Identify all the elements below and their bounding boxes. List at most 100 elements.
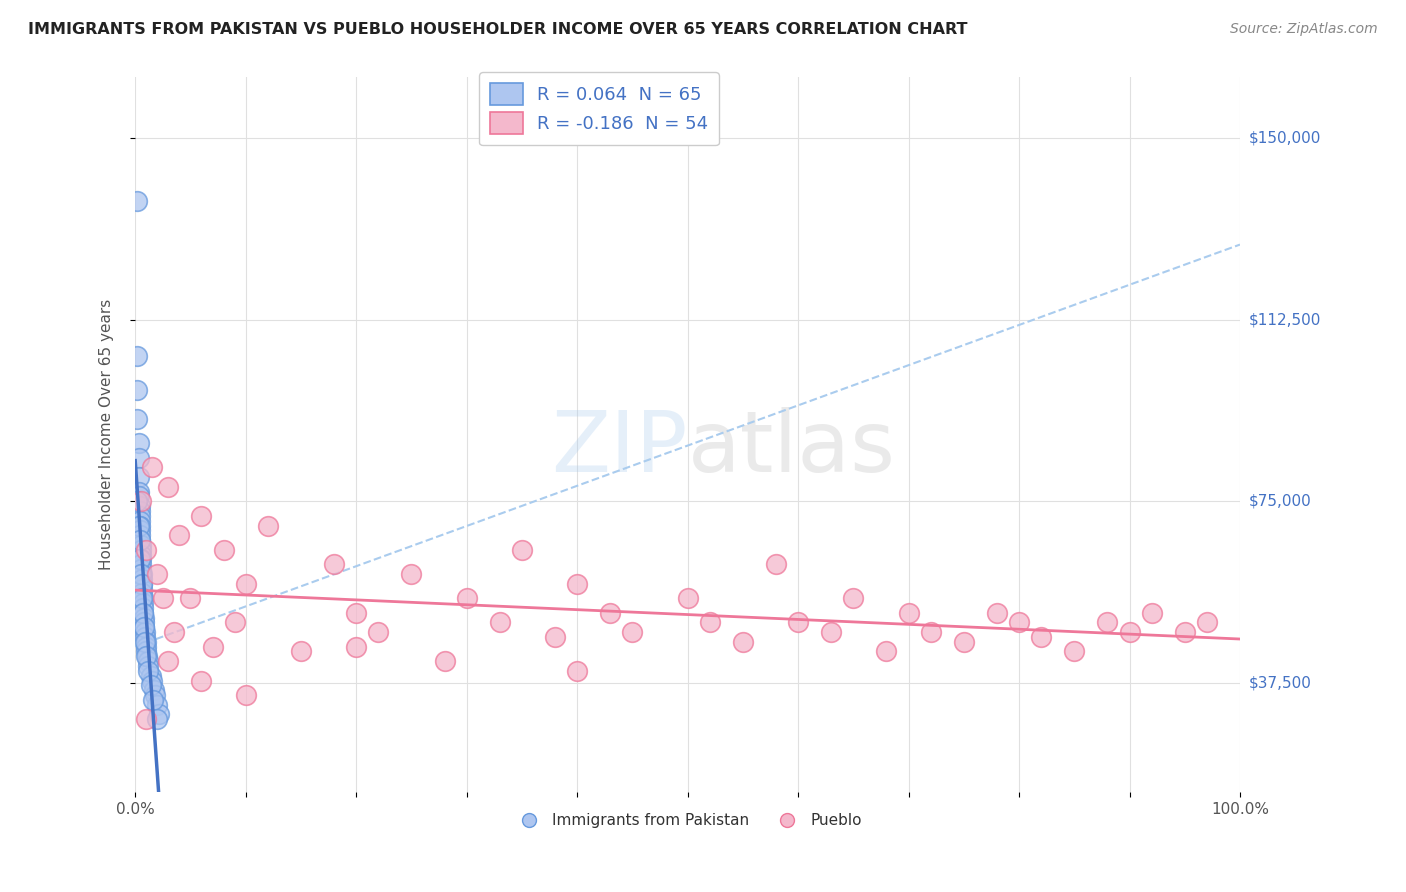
Point	[323, 558, 346, 572]
Point	[128, 533, 150, 547]
Text: $112,500: $112,500	[1249, 312, 1320, 327]
Point	[212, 542, 235, 557]
Point	[565, 576, 588, 591]
Point	[132, 620, 155, 634]
Point	[897, 606, 920, 620]
Point	[128, 518, 150, 533]
Text: IMMIGRANTS FROM PAKISTAN VS PUEBLO HOUSEHOLDER INCOME OVER 65 YEARS CORRELATION : IMMIGRANTS FROM PAKISTAN VS PUEBLO HOUSE…	[28, 22, 967, 37]
Point	[456, 591, 478, 606]
Point	[146, 698, 169, 712]
Point	[132, 600, 155, 615]
Point	[146, 712, 169, 726]
Point	[1174, 625, 1197, 640]
Point	[139, 678, 162, 692]
Point	[132, 620, 155, 634]
Point	[190, 673, 212, 688]
Point	[820, 625, 842, 640]
Point	[157, 480, 180, 494]
Point	[765, 558, 787, 572]
Point	[190, 508, 212, 523]
Point	[128, 436, 150, 450]
Point	[128, 499, 150, 513]
Point	[731, 634, 754, 648]
Point	[131, 566, 153, 581]
Point	[143, 683, 166, 698]
Point	[128, 484, 150, 499]
Point	[136, 649, 159, 664]
Point	[135, 542, 157, 557]
Point	[132, 596, 155, 610]
Point	[201, 640, 224, 654]
Point	[128, 514, 150, 528]
Point	[138, 654, 160, 668]
Point	[599, 606, 621, 620]
Point	[157, 654, 180, 668]
Point	[143, 688, 166, 702]
Point	[510, 542, 533, 557]
Point	[132, 606, 155, 620]
Point	[132, 591, 155, 606]
Point	[127, 383, 149, 397]
Point	[131, 576, 153, 591]
Point	[132, 615, 155, 630]
Point	[134, 625, 156, 640]
Point	[224, 615, 246, 630]
Point	[433, 654, 456, 668]
Point	[129, 538, 152, 552]
Point	[129, 558, 152, 572]
Point	[135, 644, 157, 658]
Point	[875, 644, 897, 658]
Point	[256, 518, 278, 533]
Y-axis label: Householder Income Over 65 years: Householder Income Over 65 years	[100, 299, 114, 570]
Point	[952, 634, 974, 648]
Point	[135, 649, 157, 664]
Point	[235, 576, 257, 591]
Point	[290, 644, 312, 658]
Point	[132, 610, 155, 624]
Point	[135, 640, 157, 654]
Point	[179, 591, 201, 606]
Point	[544, 630, 567, 644]
Point	[127, 494, 149, 508]
Point	[138, 664, 160, 678]
Point	[565, 664, 588, 678]
Point	[134, 630, 156, 644]
Text: atlas: atlas	[688, 408, 896, 491]
Text: ZIP: ZIP	[551, 408, 688, 491]
Point	[128, 524, 150, 538]
Point	[367, 625, 389, 640]
Point	[401, 566, 423, 581]
Point	[138, 659, 160, 673]
Point	[128, 552, 150, 566]
Point	[131, 576, 153, 591]
Point	[142, 693, 165, 707]
Point	[1063, 644, 1085, 658]
Point	[141, 460, 163, 475]
Point	[676, 591, 699, 606]
Point	[128, 533, 150, 547]
Point	[621, 625, 644, 640]
Point	[699, 615, 721, 630]
Point	[129, 566, 152, 581]
Point	[1097, 615, 1119, 630]
Point	[127, 412, 149, 426]
Point	[344, 606, 367, 620]
Point	[148, 707, 170, 722]
Point	[128, 490, 150, 504]
Point	[141, 673, 163, 688]
Point	[488, 615, 510, 630]
Point	[129, 552, 152, 566]
Point	[146, 566, 169, 581]
Text: $75,000: $75,000	[1249, 494, 1310, 508]
Point	[134, 634, 156, 648]
Point	[1140, 606, 1163, 620]
Text: Source: ZipAtlas.com: Source: ZipAtlas.com	[1230, 22, 1378, 37]
Point	[1195, 615, 1218, 630]
Point	[129, 542, 152, 557]
Point	[1118, 625, 1140, 640]
Point	[131, 591, 153, 606]
Point	[787, 615, 810, 630]
Point	[1008, 615, 1031, 630]
Text: $37,500: $37,500	[1249, 675, 1312, 690]
Point	[344, 640, 367, 654]
